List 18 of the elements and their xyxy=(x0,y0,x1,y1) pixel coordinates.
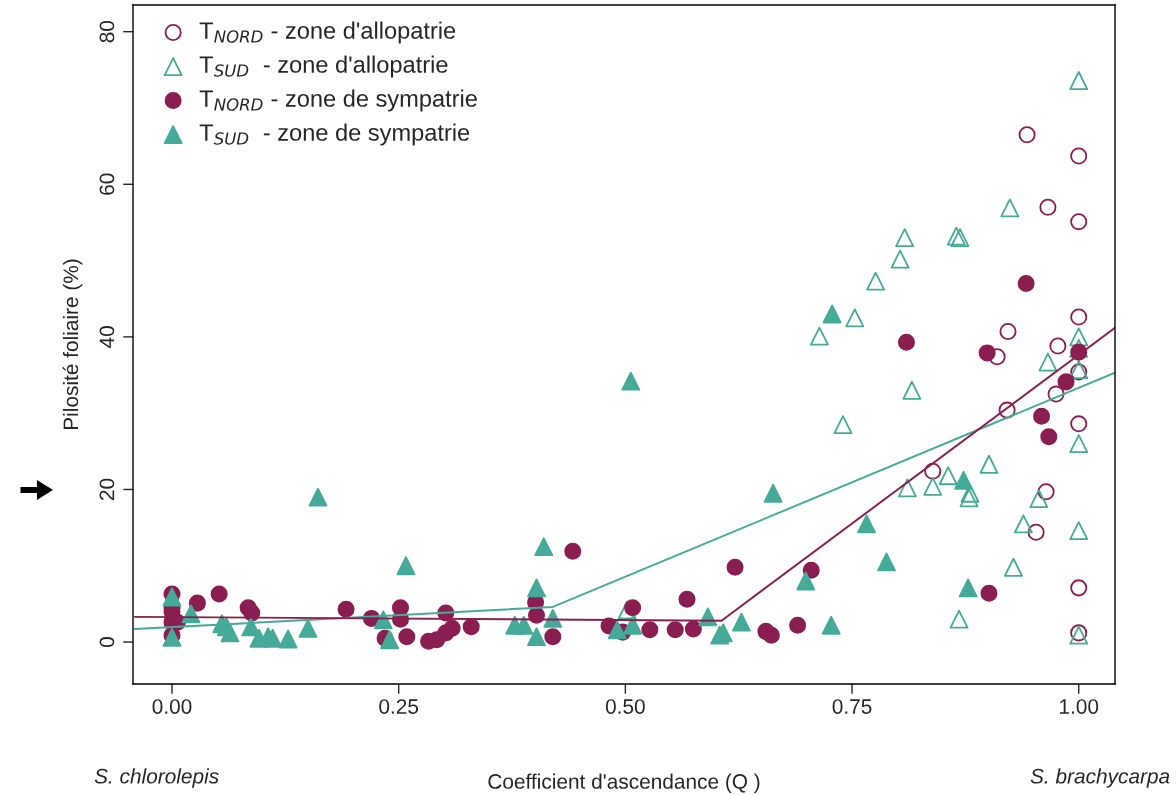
legend-label: T$_{SUD}$ - zone d'allopatrie xyxy=(199,55,448,78)
x-axis-title: Coefficient d'ascendance (Q ) xyxy=(488,773,760,793)
y-tick-label: 20 xyxy=(99,478,115,500)
y-axis-title: Pilosité foliaire (%) xyxy=(62,259,83,430)
x-tick-label: 0.00 xyxy=(152,699,192,714)
y-tick-label: 60 xyxy=(99,173,115,195)
x-tick-label: 1.00 xyxy=(1060,699,1099,714)
legend-label: T$_{NORD}$ - zone d'allopatrie xyxy=(199,21,456,44)
x-tick-label: 0.50 xyxy=(605,699,645,714)
legend-label: T$_{NORD}$ - zone de sympatrie xyxy=(199,89,477,112)
text: S. chlorolepis xyxy=(94,768,219,788)
x-tick-label: 0.25 xyxy=(379,699,419,714)
y-tick-label: 0 xyxy=(99,637,115,648)
legend-label: T$_{SUD}$ - zone de sympatrie xyxy=(199,123,470,146)
y-tick-label: 80 xyxy=(99,20,115,43)
y-tick-label: 40 xyxy=(99,326,115,348)
text: S. brachycarpa xyxy=(1030,768,1170,788)
x-tick-label: 0.75 xyxy=(832,699,872,714)
